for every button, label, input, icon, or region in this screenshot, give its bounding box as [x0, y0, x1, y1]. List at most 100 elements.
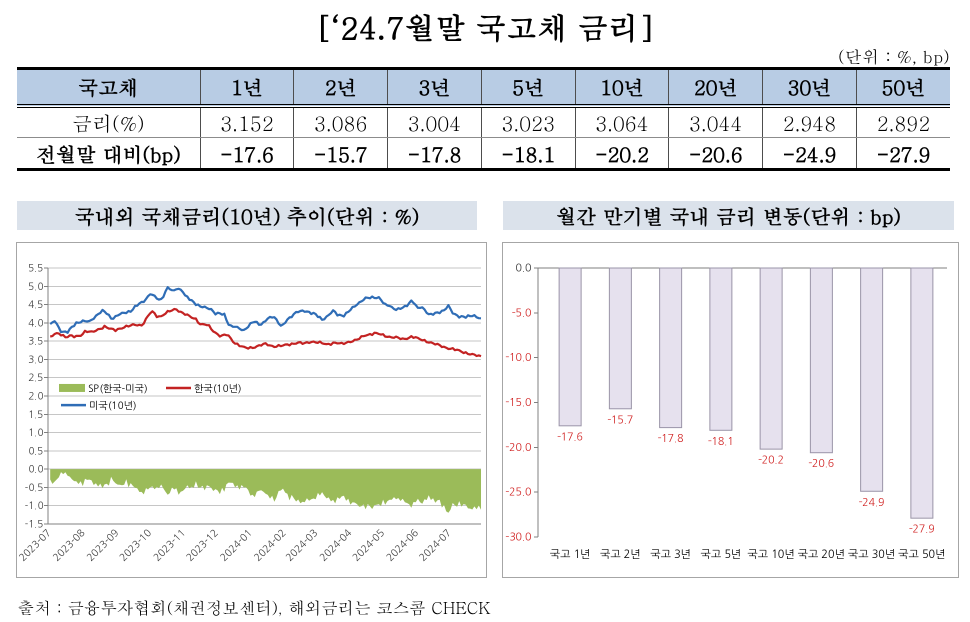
right-chart-title: 월간 만기별 국내 금리 변동(단위 : bp): [503, 201, 954, 230]
x-tick-label: 2023-10: [118, 528, 153, 563]
row-label: 전월말 대비(bp): [35, 138, 181, 168]
table-col-10년: 10년: [574, 68, 669, 108]
bar-value-label: -20.6: [808, 458, 834, 469]
y-tick-label: 0.5: [28, 446, 43, 456]
source-note: 출처 : 금융투자협회(채권정보센터), 해외금리는 코스콤 CHECK: [18, 595, 491, 619]
cell-value: 3.044: [668, 105, 763, 138]
row-label: 금리(%): [17, 105, 200, 138]
y-tick-label: 5.0: [28, 282, 43, 292]
series-line-korea: [50, 307, 482, 358]
y-tick-label: 4.5: [28, 300, 43, 310]
cell-value: -24.9: [762, 137, 857, 170]
series-line-us: [49, 286, 482, 334]
table-col-20년: 20년: [668, 68, 763, 108]
y-tick-label: 1.0: [28, 428, 43, 438]
table-col-2년: 2년: [293, 68, 388, 108]
legend-swatch-spread: [59, 383, 85, 392]
bar-chart-panel: 0.0 -5.0 -10.0 -15.0 -20.0 -25.0 -30.0 -17.6 국고 …: [502, 242, 959, 578]
cell-value: -17.6: [199, 137, 294, 170]
bar: [659, 267, 683, 429]
x-tick-label: 2024-01: [219, 528, 254, 563]
table-col-label: 국고채: [17, 68, 200, 108]
line-chart-canvas: 5.5 5.0 4.5 4.0 3.5 3.0 2.5 2.0 1.5 1.0 0.5 0.0 -0.5…: [18, 264, 482, 563]
bar: [809, 267, 833, 454]
y-tick-label: 3.5: [28, 337, 43, 347]
table-col-50년: 50년: [855, 68, 950, 108]
legend-label-korea: 한국(10년): [194, 383, 242, 394]
x-tick-label: 2023-08: [51, 528, 86, 563]
y-tick-label: 5.5: [28, 264, 43, 274]
bar-value-label: -18.1: [708, 436, 734, 447]
cell-value: 3.086: [293, 105, 388, 138]
y-tick-label: 4.0: [28, 318, 43, 328]
x-tick-label: 2024-05: [351, 528, 386, 563]
bar: [860, 267, 884, 492]
x-tick-label: 2024-03: [284, 528, 319, 563]
y-tick-label: -1.0: [25, 501, 44, 511]
y-tick-label: 2.0: [28, 392, 43, 402]
bar-category-label: 국고 20년: [798, 548, 845, 560]
cell-value: 2.892: [855, 105, 950, 138]
bond-rate-table-head: 국고채 1년 2년 3년 5년 10년 20년 30년 50년: [17, 68, 950, 108]
y-tick-label: -5.0: [512, 307, 532, 318]
y-tick-label: 1.5: [28, 410, 43, 420]
y-tick-label: 0.0: [28, 465, 43, 475]
line-chart-panel: 5.5 5.0 4.5 4.0 3.5 3.0 2.5 2.0 1.5 1.0 0.5 0.0 -0.5…: [16, 242, 487, 578]
series-area-spread: [50, 469, 481, 513]
x-tick-label: 2024-02: [253, 528, 288, 563]
bar-category-label: 국고 5년: [700, 548, 741, 560]
bar: [608, 267, 632, 410]
cell-value: -17.8: [387, 137, 482, 170]
cell-value: 3.004: [387, 105, 482, 138]
y-tick-label: -0.5: [25, 483, 44, 493]
table-col-5년: 5년: [480, 68, 575, 108]
x-tick-label: 2023-11: [152, 528, 187, 563]
bar: [709, 267, 733, 431]
cell-value: -18.1: [480, 137, 575, 170]
cell-value: 2.948: [762, 105, 857, 138]
bar-value-label: -17.8: [658, 433, 684, 444]
bar-chart-canvas: 0.0 -5.0 -10.0 -15.0 -20.0 -25.0 -30.0 -17.6 국고 …: [505, 263, 947, 560]
bar-category-label: 국고 2년: [600, 548, 641, 560]
bar: [759, 267, 783, 450]
bar: [558, 267, 582, 427]
table-col-3년: 3년: [387, 68, 482, 108]
x-tick-label: 2023-09: [85, 528, 120, 563]
x-tick-label: 2024-07: [418, 528, 453, 563]
bar-category-label: 국고 30년: [848, 548, 895, 560]
left-chart-title: 국내외 국채금리(10년) 추이(단위 : %): [17, 201, 477, 230]
table-header-row: 국고채 1년 2년 3년 5년 10년 20년 30년 50년: [17, 68, 950, 108]
bar-category-label: 국고 50년: [898, 548, 945, 560]
bond-rate-table-body: 금리(%) 3.152 3.086 3.004 3.023 3.064 3.044 2.948…: [17, 105, 950, 170]
x-tick-label: 2023-12: [185, 528, 220, 563]
y-tick-label: -10.0: [505, 352, 531, 363]
cell-value: -27.9: [855, 137, 950, 170]
page-title: [‘24.7월말 국고채 금리]: [315, 6, 655, 48]
y-tick-label: -25.0: [505, 487, 531, 498]
y-tick-label: -30.0: [505, 532, 531, 543]
y-tick-label: -1.5: [25, 520, 44, 530]
cell-value: 3.023: [480, 105, 575, 138]
bar-category-label: 국고 3년: [650, 548, 691, 560]
y-tick-label: -20.0: [505, 442, 531, 453]
bar-value-label: -17.6: [557, 431, 583, 442]
unit-note: (단위 : %, bp): [837, 44, 950, 68]
cell-value: -15.7: [293, 137, 388, 170]
y-tick-label: 0.0: [516, 263, 532, 274]
bar-category-label: 국고 10년: [747, 548, 794, 560]
x-tick-label: 2024-04: [318, 527, 354, 563]
bar-value-label: -24.9: [859, 497, 885, 508]
table-row: 전월말 대비(bp) -17.6 -15.7 -17.8 -18.1 -20.2 -20.6…: [17, 137, 950, 170]
bond-rate-table: 국고채 1년 2년 3년 5년 10년 20년 30년 50년 금리(%) 3.152 3.086 3…: [17, 67, 950, 171]
legend-label-spread: SP(한국-미국): [88, 383, 148, 394]
cell-value: -20.2: [574, 137, 669, 170]
table-row: 금리(%) 3.152 3.086 3.004 3.023 3.064 3.044 2.948…: [17, 105, 950, 138]
bar-value-label: -15.7: [607, 414, 633, 425]
cell-value: 3.064: [574, 105, 669, 138]
y-tick-label: 3.0: [28, 355, 43, 365]
table-col-30년: 30년: [762, 68, 857, 108]
cell-value: 3.152: [199, 105, 294, 138]
legend-label-us: 미국(10년): [89, 400, 137, 411]
bar-value-label: -20.2: [758, 455, 784, 466]
